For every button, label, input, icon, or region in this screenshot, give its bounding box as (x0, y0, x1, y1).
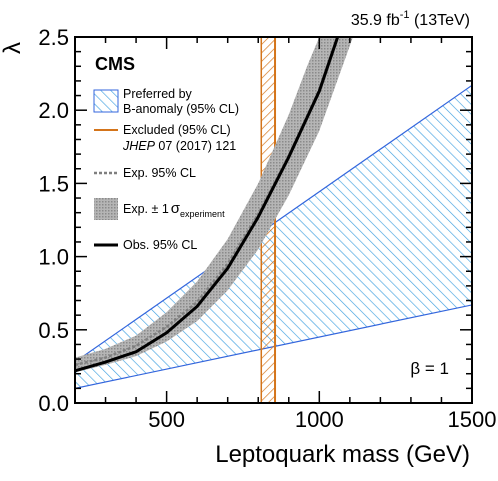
y-tick-label: 0.5 (38, 318, 69, 343)
y-tick-label: 1.5 (38, 171, 69, 196)
y-tick-label: 2.0 (38, 98, 69, 123)
legend-preferred-line2: B-anomaly (95% CL) (123, 102, 239, 116)
y-tick-label: 2.5 (38, 25, 69, 50)
legend-preferred-swatch (93, 89, 119, 113)
legend-excluded-ref: JHEP 07 (2017) 121 (122, 139, 236, 153)
experiment-label: CMS (95, 54, 135, 74)
expected-limit-line (75, 37, 339, 367)
y-tick-label: 1.0 (38, 245, 69, 270)
x-tick-label: 500 (148, 407, 185, 432)
legend-observed-label: Obs. 95% CL (123, 238, 197, 252)
legend-excluded-line1: Excluded (95% CL) (123, 123, 231, 137)
legend-preferred-line1: Preferred by (123, 87, 193, 101)
legend-expected-label: Exp. 95% CL (123, 166, 196, 180)
legend: Preferred by B-anomaly (95% CL) Excluded… (93, 87, 239, 252)
legend-band-label: Exp. ± 1 σexperiment (123, 200, 225, 219)
y-tick-label: 0.0 (38, 391, 69, 416)
legend-band-swatch (94, 198, 118, 220)
data-layer (75, 37, 472, 403)
plot-frame (74, 36, 473, 404)
x-axis-title: Leptoquark mass (GeV) (215, 441, 470, 468)
x-tick-label: 1500 (448, 407, 497, 432)
lumi-energy-label: 35.9 fb-1 (13TeV) (351, 9, 470, 29)
x-tick-label: 1000 (295, 407, 344, 432)
y-axis-title: λ (0, 42, 26, 54)
axis-ticks: 500 1000 1500 0.0 0.5 1.0 1.5 2.0 2.5 (38, 25, 496, 432)
observed-limit-line (75, 37, 340, 373)
beta-label: β = 1 (410, 359, 449, 378)
